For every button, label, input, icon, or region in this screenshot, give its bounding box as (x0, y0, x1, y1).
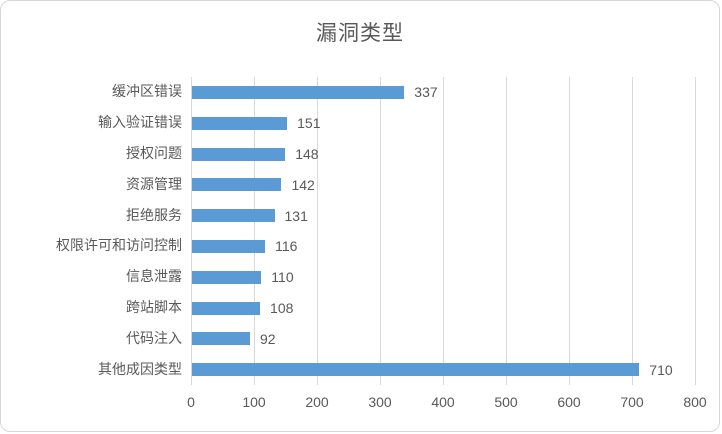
category-label: 缓冲区错误 (112, 83, 182, 100)
category-label: 资源管理 (126, 175, 182, 192)
category-label: 拒绝服务 (126, 206, 182, 223)
x-tick-label: 500 (494, 394, 518, 410)
bar (192, 178, 282, 192)
x-tick-label: 700 (620, 394, 644, 410)
bar (192, 147, 286, 161)
x-tick-label: 400 (431, 394, 455, 410)
value-label: 131 (284, 207, 308, 224)
gridline (191, 77, 192, 385)
gridline (380, 77, 381, 385)
gridline (443, 77, 444, 385)
value-label: 110 (271, 269, 294, 286)
bar (192, 209, 275, 223)
value-label: 148 (295, 146, 319, 162)
gridline (317, 77, 318, 385)
value-label: 337 (414, 84, 438, 101)
value-label: 151 (297, 115, 321, 132)
gridline (506, 77, 507, 385)
value-label: 108 (270, 300, 294, 316)
gridline (695, 77, 696, 385)
x-tick-label: 800 (683, 394, 707, 410)
x-tick-label: 600 (557, 394, 581, 410)
value-label: 710 (649, 361, 673, 378)
category-label: 权限许可和访问控制 (56, 237, 182, 254)
x-tick-label: 300 (368, 394, 392, 410)
gridline (632, 77, 633, 385)
value-label: 142 (291, 176, 315, 193)
bar (192, 301, 261, 315)
category-label: 授权问题 (126, 145, 182, 161)
bar (192, 116, 288, 130)
chart-title: 漏洞类型 (316, 22, 404, 45)
value-label: 116 (275, 238, 298, 255)
category-label: 信息泄露 (126, 268, 182, 285)
value-label: 92 (259, 330, 276, 347)
category-label: 代码注入 (126, 329, 182, 346)
x-tick-label: 0 (187, 394, 195, 410)
gridline (254, 77, 255, 385)
bar (192, 363, 640, 377)
category-label: 跨站脚本 (126, 299, 182, 315)
gridline (569, 77, 570, 385)
bar (192, 85, 405, 99)
category-label: 其他成因类型 (98, 360, 182, 377)
bar (192, 239, 266, 253)
category-label: 输入验证错误 (98, 114, 182, 131)
bar (192, 270, 262, 284)
x-tick-label: 100 (242, 394, 266, 410)
x-tick-label: 200 (305, 394, 329, 410)
bar (192, 332, 250, 346)
